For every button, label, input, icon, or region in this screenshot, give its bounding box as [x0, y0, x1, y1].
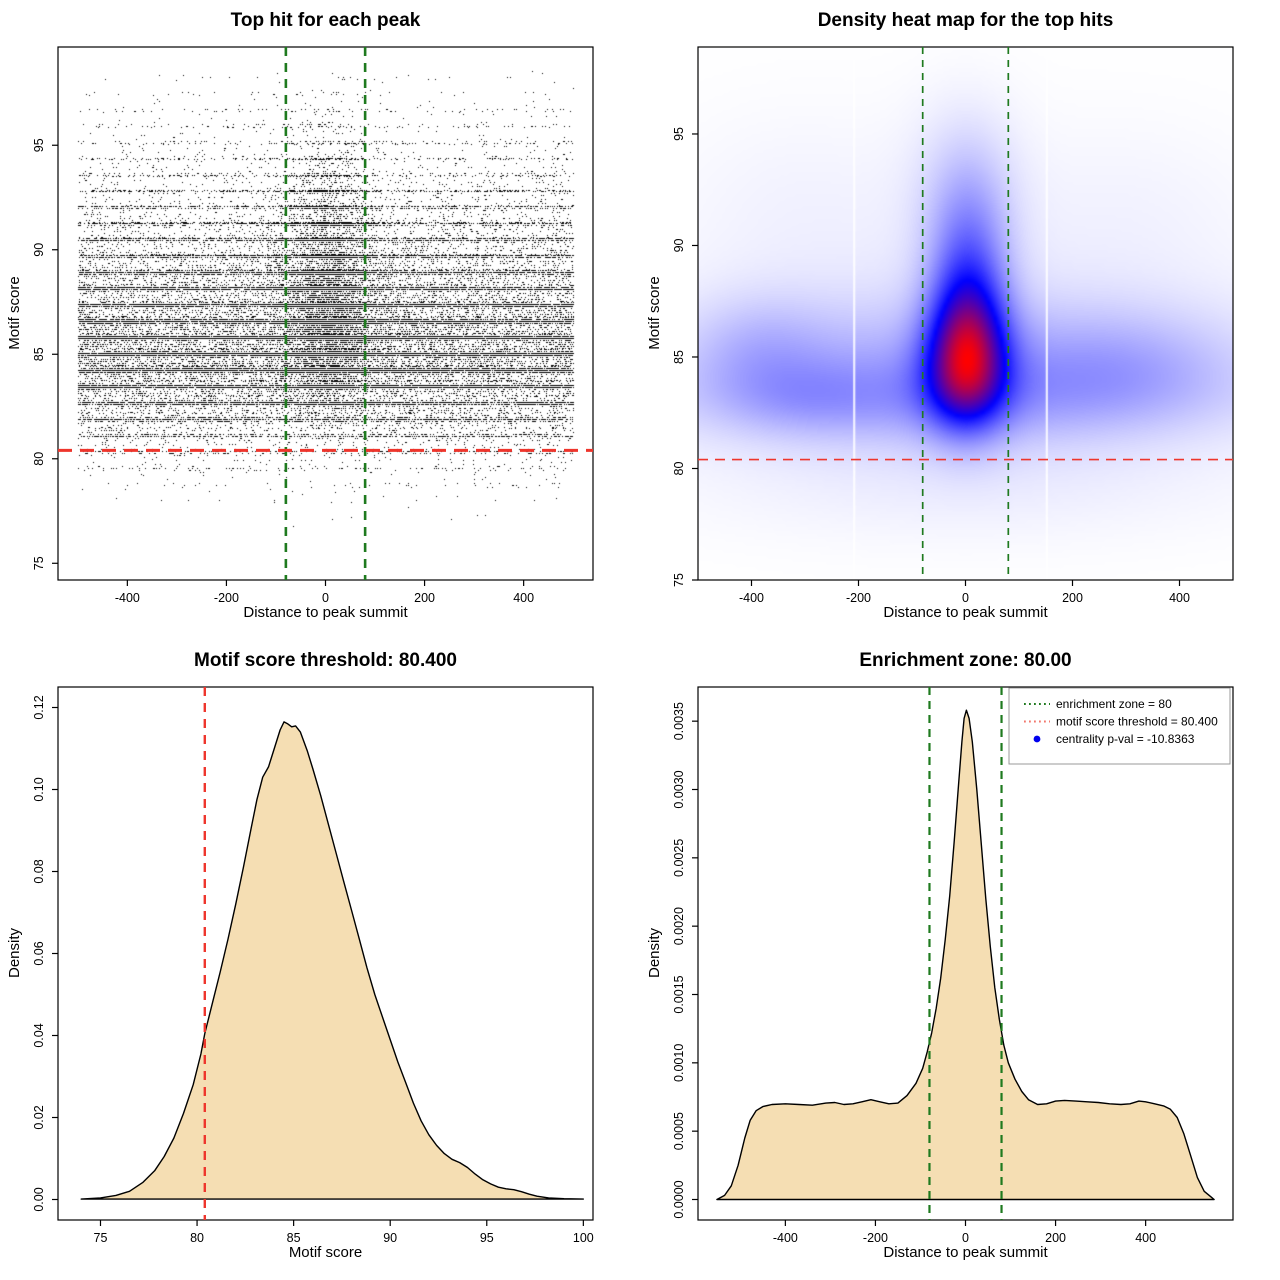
- panel-title: Top hit for each peak: [230, 10, 421, 31]
- x-tick-label: 75: [94, 1231, 108, 1245]
- legend-label: centrality p-val = -10.8363: [1056, 732, 1195, 746]
- x-axis-label: Distance to peak summit: [243, 604, 408, 621]
- y-tick-label: 0.0020: [672, 907, 686, 945]
- legend-marker-dot: [1033, 735, 1041, 743]
- x-axis-label: Distance to peak summit: [883, 604, 1048, 621]
- y-axis-label: Density: [6, 927, 23, 979]
- y-tick-label: 75: [32, 556, 46, 570]
- panel-distance-density: -400 -200 0 200 400 0.0000 0.0005 0.0010 0.0015 0…: [640, 640, 1280, 1280]
- scatter-points-canvas: [0, 0, 640, 640]
- x-tick-label: -200: [846, 591, 871, 605]
- x-tick-label: 400: [1169, 591, 1190, 605]
- plot-border: [697, 686, 1234, 1221]
- x-tick-label: 200: [414, 591, 435, 605]
- x-axis-label: Motif score: [288, 1244, 363, 1261]
- x-tick-label: 0: [962, 1231, 969, 1245]
- panel-title: Density heat map for the top hits: [817, 10, 1114, 31]
- legend-label: enrichment zone = 80: [1056, 697, 1172, 711]
- y-tick-label: 0.08: [32, 859, 46, 883]
- y-tick-label: 0.0030: [672, 770, 686, 808]
- y-tick-label: 0.06: [32, 941, 46, 965]
- x-tick-label: 200: [1045, 1231, 1066, 1245]
- panel-top-hit-scatter: -400 -200 0 200 400 75 80 85 90 95 Top hit for ea…: [0, 0, 640, 640]
- x-tick-label: 400: [513, 591, 534, 605]
- y-tick-label: 0.0015: [672, 975, 686, 1013]
- panel-motif-score-density: 75 80 85 90 95 100 0.00 0.02 0.04 0.06 0.08 0.10 0.1…: [0, 640, 640, 1280]
- density-curve: [716, 709, 1215, 1201]
- x-tick-label: 0: [322, 591, 329, 605]
- y-tick-label: 0.0010: [672, 1044, 686, 1082]
- y-axis-label: Density: [646, 927, 663, 979]
- x-tick-label: 80: [190, 1231, 204, 1245]
- y-tick-label: 80: [672, 461, 686, 475]
- x-tick-label: -400: [773, 1231, 798, 1245]
- y-tick-label: 85: [32, 347, 46, 361]
- y-tick-label: 0.10: [32, 777, 46, 801]
- y-axis-label: Motif score: [646, 276, 663, 350]
- x-axis-label: Distance to peak summit: [883, 1244, 1048, 1261]
- y-tick-label: 0.0025: [672, 839, 686, 877]
- y-tick-label: 0.04: [32, 1023, 46, 1047]
- x-tick-label: 0: [962, 591, 969, 605]
- scatter-axes-svg: -400 -200 0 200 400 75 80 85 90 95: [32, 46, 594, 605]
- density-curve: [80, 721, 584, 1200]
- y-tick-label: 0.0000: [672, 1180, 686, 1218]
- y-tick-label: 75: [672, 573, 686, 587]
- y-axis-label: Motif score: [6, 276, 23, 350]
- legend-box: [1008, 687, 1231, 765]
- y-tick-label: 0.02: [32, 1105, 46, 1129]
- y-tick-label: 90: [672, 238, 686, 252]
- y-tick-label: 0.0005: [672, 1112, 686, 1150]
- motif-density-svg: 75 80 85 90 95 100 0.00 0.02 0.04 0.06 0.08 0.10 0.1…: [32, 686, 594, 1245]
- x-tick-label: 200: [1062, 591, 1083, 605]
- distance-density-svg: -400 -200 0 200 400 0.0000 0.0005 0.0010 0.0015 0…: [672, 686, 1234, 1245]
- x-tick-label: -400: [739, 591, 764, 605]
- panel-title: Enrichment zone: 80.00: [859, 650, 1072, 671]
- x-tick-label: 95: [480, 1231, 494, 1245]
- x-tick-label: 400: [1135, 1231, 1156, 1245]
- panel-title: Motif score threshold: 80.400: [194, 650, 457, 671]
- x-tick-label: -200: [863, 1231, 888, 1245]
- y-tick-label: 80: [32, 452, 46, 466]
- y-tick-label: 0.00: [32, 1187, 46, 1211]
- panel-density-heatmap: -400 -200 0 200 400 75 80 85 90 95 Density heat m…: [640, 0, 1280, 640]
- y-tick-label: 0.12: [32, 695, 46, 719]
- y-tick-label: 0.0035: [672, 702, 686, 740]
- plot-border: [697, 46, 1234, 581]
- y-tick-label: 85: [672, 350, 686, 364]
- y-tick-label: 90: [32, 243, 46, 257]
- heatmap-axes-svg: -400 -200 0 200 400 75 80 85 90 95: [672, 46, 1234, 605]
- x-tick-label: 100: [573, 1231, 594, 1245]
- y-tick-label: 95: [672, 127, 686, 141]
- plot-border: [57, 686, 594, 1221]
- x-tick-label: 85: [287, 1231, 301, 1245]
- legend-label: motif score threshold = 80.400: [1056, 715, 1218, 729]
- heatmap-canvas: [640, 0, 1280, 640]
- x-tick-label: -200: [214, 591, 239, 605]
- x-tick-label: -400: [115, 591, 140, 605]
- y-tick-label: 95: [32, 138, 46, 152]
- plot-border: [57, 46, 594, 581]
- x-tick-label: 90: [383, 1231, 397, 1245]
